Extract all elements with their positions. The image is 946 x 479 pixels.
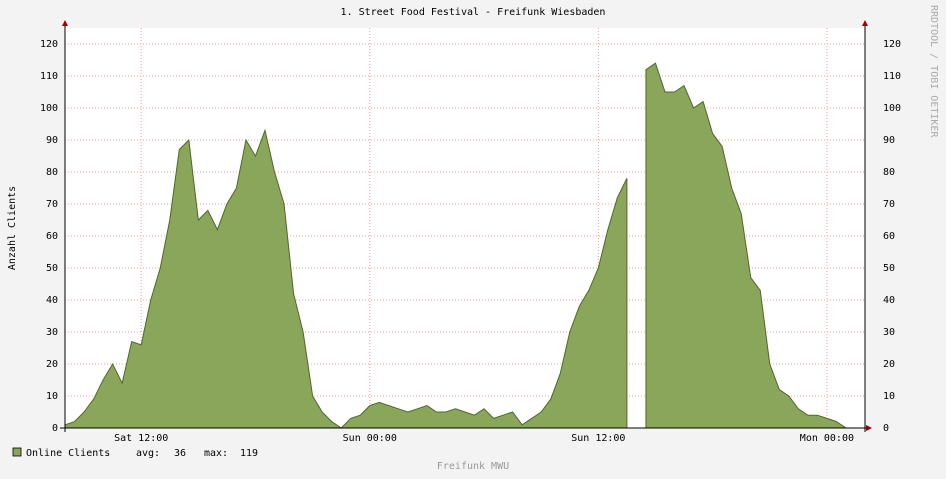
y2-tick-label: 110 — [883, 71, 901, 82]
y2-tick-label: 20 — [883, 359, 895, 370]
y-tick-label: 70 — [46, 199, 58, 210]
y-tick-label: 30 — [46, 327, 58, 338]
y2-tick-label: 80 — [883, 167, 895, 178]
y2-tick-label: 90 — [883, 135, 895, 146]
area — [64, 62, 848, 429]
y-axis-label: Anzahl Clients — [7, 186, 18, 270]
legend-swatch — [12, 447, 22, 457]
footer: Freifunk MWU — [437, 461, 509, 472]
y-tick-label: 0 — [52, 423, 58, 434]
y-tick-label: 100 — [40, 103, 58, 114]
watermark: RRDTOOL / TOBI OETIKER — [928, 5, 939, 138]
y2-tick-label: 70 — [883, 199, 895, 210]
y-tick-label: 90 — [46, 135, 58, 146]
y-tick-label: 110 — [40, 71, 58, 82]
y-tick-label: 10 — [46, 391, 58, 402]
y2-tick-label: 120 — [883, 39, 901, 50]
y-tick-label: 60 — [46, 231, 58, 242]
y2-tick-label: 40 — [883, 295, 895, 306]
chart-title: 1. Street Food Festival - Freifunk Wiesb… — [341, 7, 606, 18]
stat-label: max: — [204, 448, 228, 459]
y-tick-label: 80 — [46, 167, 58, 178]
legend-label: Online Clients — [26, 448, 110, 459]
x-arrow — [866, 425, 872, 431]
y2-tick-label: 30 — [883, 327, 895, 338]
stat-label: avg: — [136, 448, 160, 459]
y2-tick-label: 10 — [883, 391, 895, 402]
y2-tick-label: 60 — [883, 231, 895, 242]
stat-value: 36 — [174, 448, 186, 459]
x-tick-label: Mon 00:00 — [800, 433, 854, 444]
y-tick-label: 20 — [46, 359, 58, 370]
y-tick-label: 50 — [46, 263, 58, 274]
stat-value: 119 — [240, 448, 258, 459]
x-tick-label: Sun 00:00 — [343, 433, 397, 444]
y2-tick-label: 50 — [883, 263, 895, 274]
y-tick-label: 120 — [40, 39, 58, 50]
y-arrow — [62, 20, 68, 26]
y-tick-label: 40 — [46, 295, 58, 306]
y2-arrow — [862, 20, 868, 26]
y2-tick-label: 0 — [883, 423, 889, 434]
x-tick-label: Sat 12:00 — [114, 433, 168, 444]
x-tick-label: Sun 12:00 — [571, 433, 625, 444]
y2-tick-label: 100 — [883, 103, 901, 114]
marks — [64, 62, 848, 429]
